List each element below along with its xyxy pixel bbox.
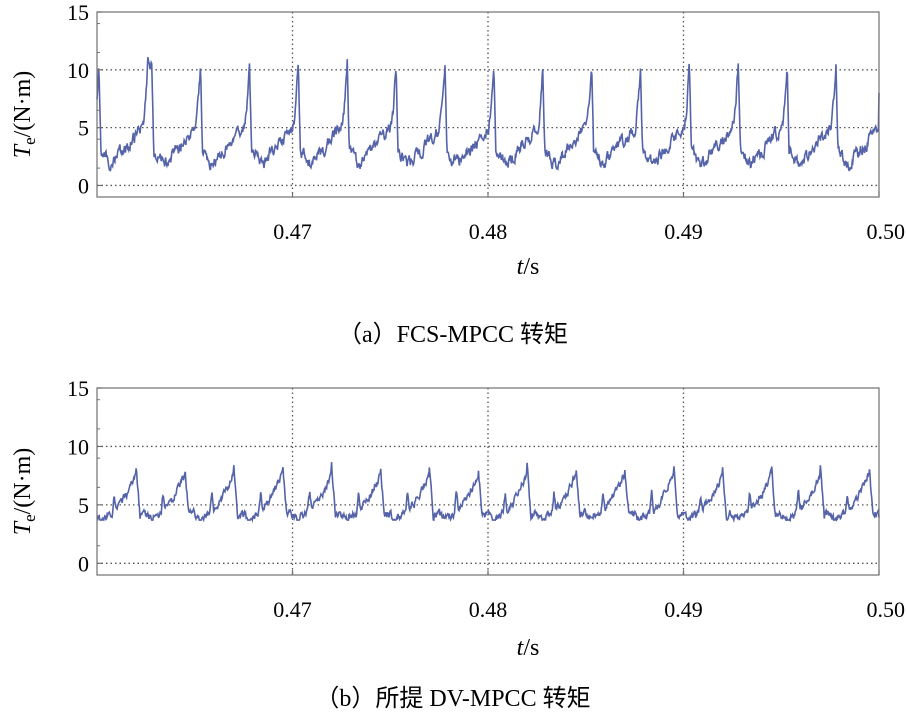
- panel-b-ticks: 0.47 0.48 0.49 0.50 0 5 10 15: [67, 376, 905, 622]
- panel-a-y-unit: /(N·m): [10, 71, 36, 138]
- panel-a-fcs-mpcc-torque: 0.47 0.48 0.49 0.50 0 5 10 15 Te/(N·m) t/s （a）F…: [10, 0, 905, 348]
- panel-a-caption: （a）FCS-MPCC 转矩: [338, 321, 568, 348]
- panel-a-y-tick-label-0: 0: [78, 173, 89, 198]
- panel-a-y-tick-label-2: 10: [67, 58, 89, 83]
- panel-a-ticks: 0.47 0.48 0.49 0.50 0 5 10 15: [67, 0, 905, 244]
- panel-b-y-tick-label-0: 0: [78, 551, 89, 576]
- panel-b-x-tick-label-0: 0.47: [273, 597, 312, 622]
- panel-b-grid: [97, 388, 879, 575]
- panel-b-y-symbol: T: [10, 520, 36, 535]
- panel-a-torque-trace: [96, 57, 880, 172]
- panel-b-dv-mpcc-torque: 0.47 0.48 0.49 0.50 0 5 10 15 Te/(N·m) t/s （b）所…: [10, 376, 905, 712]
- panel-a-y-symbol: T: [10, 143, 36, 158]
- panel-b-y-tick-label-3: 15: [67, 376, 89, 401]
- panel-a-y-tick-label-1: 5: [78, 116, 89, 141]
- panel-a-x-tick-label-1: 0.48: [469, 219, 508, 244]
- panel-a-x-unit: /s: [523, 254, 539, 280]
- panel-b-y-axis-label: Te/(N·m): [10, 448, 39, 536]
- panel-b-x-tick-label-3: 0.50: [867, 597, 906, 622]
- panel-a-x-tick-label-0: 0.47: [273, 219, 312, 244]
- panel-a-y-axis-label-text: Te/(N·m): [10, 71, 39, 159]
- panel-a-x-axis-label: t/s: [517, 254, 540, 280]
- panel-b-y-tick-label-2: 10: [67, 434, 89, 459]
- panel-b-y-unit: /(N·m): [10, 448, 36, 515]
- panel-a-x-symbol: t: [517, 254, 525, 280]
- panel-b-y-subscript: e: [20, 514, 39, 522]
- panel-b-x-unit: /s: [523, 635, 539, 661]
- panel-b-y-axis-label-text: Te/(N·m): [10, 448, 39, 536]
- panel-a-y-axis-label: Te/(N·m): [10, 71, 39, 159]
- panel-b-x-tick-label-1: 0.48: [469, 597, 508, 622]
- panel-b-torque-trace: [96, 462, 880, 524]
- panel-b-x-axis-label: t/s: [517, 635, 540, 661]
- panel-b-x-tick-label-2: 0.49: [664, 597, 703, 622]
- panel-b-x-symbol: t: [517, 635, 525, 661]
- panel-a-x-tick-label-2: 0.49: [664, 219, 703, 244]
- panel-b-y-tick-label-1: 5: [78, 493, 89, 518]
- panel-b-caption: （b）所提 DV-MPCC 转矩: [315, 685, 590, 712]
- panel-a-grid: [97, 12, 879, 197]
- panel-a-y-tick-label-3: 15: [67, 0, 89, 25]
- panel-a-y-subscript: e: [20, 137, 39, 145]
- panel-a-x-tick-label-3: 0.50: [867, 219, 906, 244]
